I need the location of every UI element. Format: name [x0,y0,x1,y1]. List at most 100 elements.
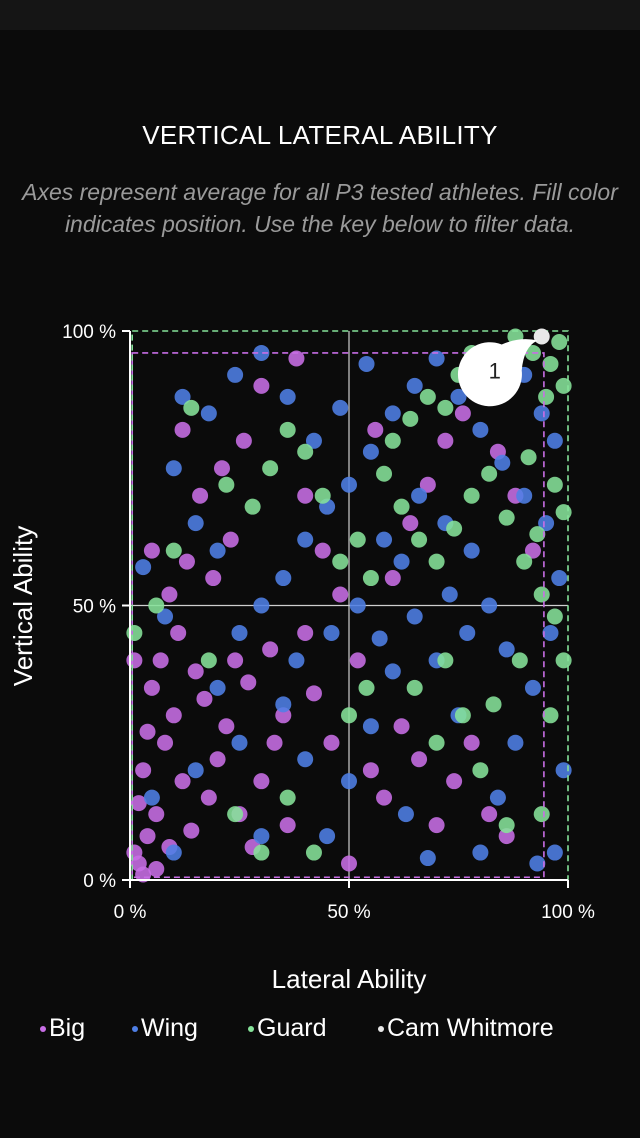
highlight-dot-icon [378,1025,384,1032]
point-wing [323,624,340,641]
point-wing [551,570,568,587]
point-big [524,542,541,559]
point-big [411,751,428,768]
point-guard [200,652,217,669]
point-guard [227,806,244,823]
point-guard [472,762,489,779]
point-wing [279,388,296,405]
highlight-callout-label: 1 [489,358,501,383]
point-wing [533,405,550,422]
point-big [205,570,222,587]
chart-title: VERTICAL LATERAL ABILITY [142,120,498,150]
point-guard [376,465,393,482]
point-wing [227,366,244,383]
point-big [130,795,147,812]
point-guard [542,707,559,724]
point-wing [209,679,226,696]
point-wing [349,597,366,614]
point-guard [529,526,546,543]
point-wing [507,734,524,751]
wing-dot-icon [132,1025,138,1032]
point-big [393,718,410,735]
point-wing [174,388,191,405]
point-big [187,663,204,680]
point-big [437,432,454,449]
point-guard [279,421,296,438]
point-big [332,586,349,603]
point-guard [446,520,463,537]
point-wing [231,734,248,751]
legend-item-big[interactable]: Big [40,1014,85,1043]
point-big [200,789,217,806]
big-dot-icon [40,1025,46,1032]
point-wing [376,531,393,548]
point-big [498,828,515,845]
point-big [384,570,401,587]
point-guard [349,531,366,548]
point-guard [126,624,143,641]
point-wing [441,586,458,603]
point-big [266,734,283,751]
point-guard [481,465,498,482]
y-axis-label: Vertical Ability [8,526,38,686]
legend-item-guard[interactable]: Guard [248,1014,326,1043]
legend-label: Big [49,1014,86,1042]
point-big [139,723,156,740]
highlight-point [533,328,550,345]
point-big [253,773,270,790]
legend-item-cam-whitmore[interactable]: Cam Whitmore [378,1014,554,1043]
point-wing [143,789,160,806]
point-guard [520,449,537,466]
point-wing [200,405,217,422]
point-big [253,377,270,394]
point-big [143,542,160,559]
point-guard [428,734,445,751]
point-big [288,350,305,367]
point-big [148,806,165,823]
point-big [446,773,463,790]
point-big [165,707,182,724]
legend-item-wing[interactable]: Wing [132,1014,198,1043]
point-big [314,542,331,559]
point-big [152,652,169,669]
point-guard [362,570,379,587]
point-guard [555,652,572,669]
point-big [349,652,366,669]
point-guard [485,696,502,713]
point-wing [498,641,515,658]
point-guard [218,476,235,493]
legend-label: Guard [257,1014,327,1042]
point-big [218,718,235,735]
point-big [367,421,384,438]
point-wing [546,432,563,449]
legend-label: Wing [141,1014,198,1042]
point-big [402,515,419,532]
point-guard [533,806,550,823]
highlight-callout [457,339,538,407]
point-guard [538,388,555,405]
point-big [481,806,498,823]
point-wing [288,652,305,669]
point-wing [187,515,204,532]
point-big [376,789,393,806]
point-big [227,652,244,669]
point-guard [411,531,428,548]
point-wing [538,515,555,532]
point-big [139,828,156,845]
point-guard [262,460,279,477]
point-guard [406,679,423,696]
point-guard [546,608,563,625]
point-guard [511,652,528,669]
legend: Big Wing Guard Cam Whitmore [0,1014,640,1050]
point-big [143,679,160,696]
point-guard [555,504,572,521]
point-wing [472,421,489,438]
point-wing [362,718,379,735]
point-big [297,624,314,641]
x-tick-label: 100 % [541,902,595,923]
point-wing [524,679,541,696]
point-guard [546,476,563,493]
point-wing [393,553,410,570]
point-big [463,734,480,751]
